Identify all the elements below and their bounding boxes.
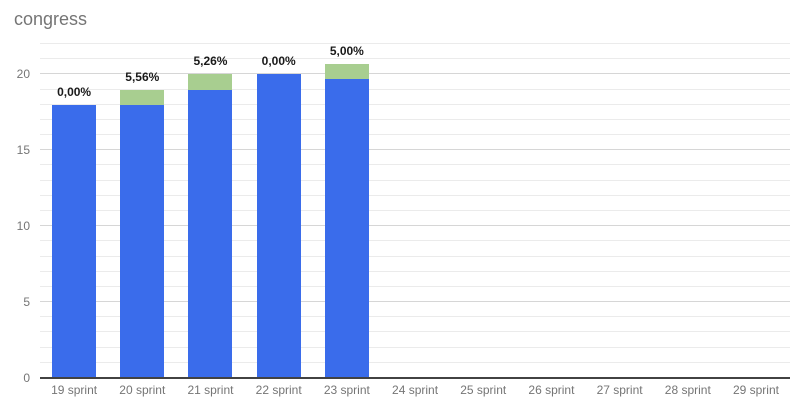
x-axis-label: 26 sprint xyxy=(528,383,575,397)
gridline xyxy=(40,316,790,318)
bar-segment-series-1 xyxy=(120,104,165,378)
bar-data-label: 0,00% xyxy=(57,84,92,99)
gridline xyxy=(40,134,790,136)
y-axis-labels: 0 5 10 15 20 xyxy=(0,44,32,385)
x-axis-label: 24 sprint xyxy=(392,383,439,397)
gridline xyxy=(40,285,790,287)
bar-segment-series-1 xyxy=(188,89,233,378)
bar-slot xyxy=(586,44,654,378)
x-axis-label: 22 sprint xyxy=(255,383,302,397)
bar-slot: 5,00% xyxy=(313,44,381,378)
y-axis-label: 10 xyxy=(16,219,30,234)
bar-slot xyxy=(517,44,585,378)
bars-row: 0,00% 5,56% 5,26% 0,00% 5,00% xyxy=(40,44,790,378)
bar-slot: 0,00% xyxy=(40,44,108,378)
bar-segment-series-1 xyxy=(52,104,97,378)
bar-slot: 0,00% xyxy=(245,44,313,378)
gridline xyxy=(40,73,790,75)
gridline xyxy=(40,346,790,348)
bar-slot: 5,26% xyxy=(176,44,244,378)
x-axis-label: 20 sprint xyxy=(119,383,166,397)
gridline xyxy=(40,210,790,211)
gridline xyxy=(40,331,790,333)
gridline xyxy=(40,270,790,272)
bar-data-label: 5,26% xyxy=(193,54,228,69)
bar-slot xyxy=(722,44,790,378)
x-axis-label: 19 sprint xyxy=(51,383,98,397)
bar-segment-series-2 xyxy=(324,64,369,79)
x-axis-label: 29 sprint xyxy=(732,383,779,397)
x-axis-label: 27 sprint xyxy=(596,383,643,397)
gridline xyxy=(40,361,790,363)
y-axis-label: 20 xyxy=(16,67,30,82)
x-axis-label: 23 sprint xyxy=(323,383,370,397)
bar-segment-series-1 xyxy=(324,78,369,378)
x-axis-baseline xyxy=(40,377,790,379)
bar-segment-series-2 xyxy=(120,89,165,105)
bar-segment-series-1 xyxy=(256,74,301,378)
gridline xyxy=(40,88,790,90)
gridline xyxy=(40,118,790,120)
gridline xyxy=(40,255,790,257)
gridline xyxy=(40,179,790,181)
bar-data-label: 0,00% xyxy=(261,54,296,69)
y-axis-label: 15 xyxy=(16,143,30,158)
gridline xyxy=(40,240,790,242)
bar-slot xyxy=(654,44,722,378)
x-axis-label: 25 sprint xyxy=(460,383,507,397)
gridline xyxy=(40,43,790,44)
plot-area: 0,00% 5,56% 5,26% 0,00% 5,00% xyxy=(40,43,790,379)
gridline xyxy=(40,301,790,303)
bar-data-label: 5,00% xyxy=(329,44,364,58)
gridline xyxy=(40,225,790,227)
gridline xyxy=(40,58,790,60)
gridline xyxy=(40,194,790,196)
x-axis-labels: 19 sprint 20 sprint 21 sprint 22 sprint 23 s… xyxy=(40,383,790,397)
bar-slot xyxy=(381,44,449,378)
bar-slot xyxy=(449,44,517,378)
y-axis-label: 5 xyxy=(23,295,30,310)
y-axis-label: 0 xyxy=(23,371,30,385)
gridline xyxy=(40,103,790,105)
gridline xyxy=(40,164,790,166)
x-axis-label: 28 sprint xyxy=(664,383,711,397)
bar-data-label: 5,56% xyxy=(125,69,160,84)
chart-title: congress xyxy=(14,9,88,29)
bar-slot: 5,56% xyxy=(108,44,176,378)
x-axis-label: 21 sprint xyxy=(187,383,234,397)
gridline xyxy=(40,149,790,151)
bar-segment-series-2 xyxy=(188,74,233,90)
